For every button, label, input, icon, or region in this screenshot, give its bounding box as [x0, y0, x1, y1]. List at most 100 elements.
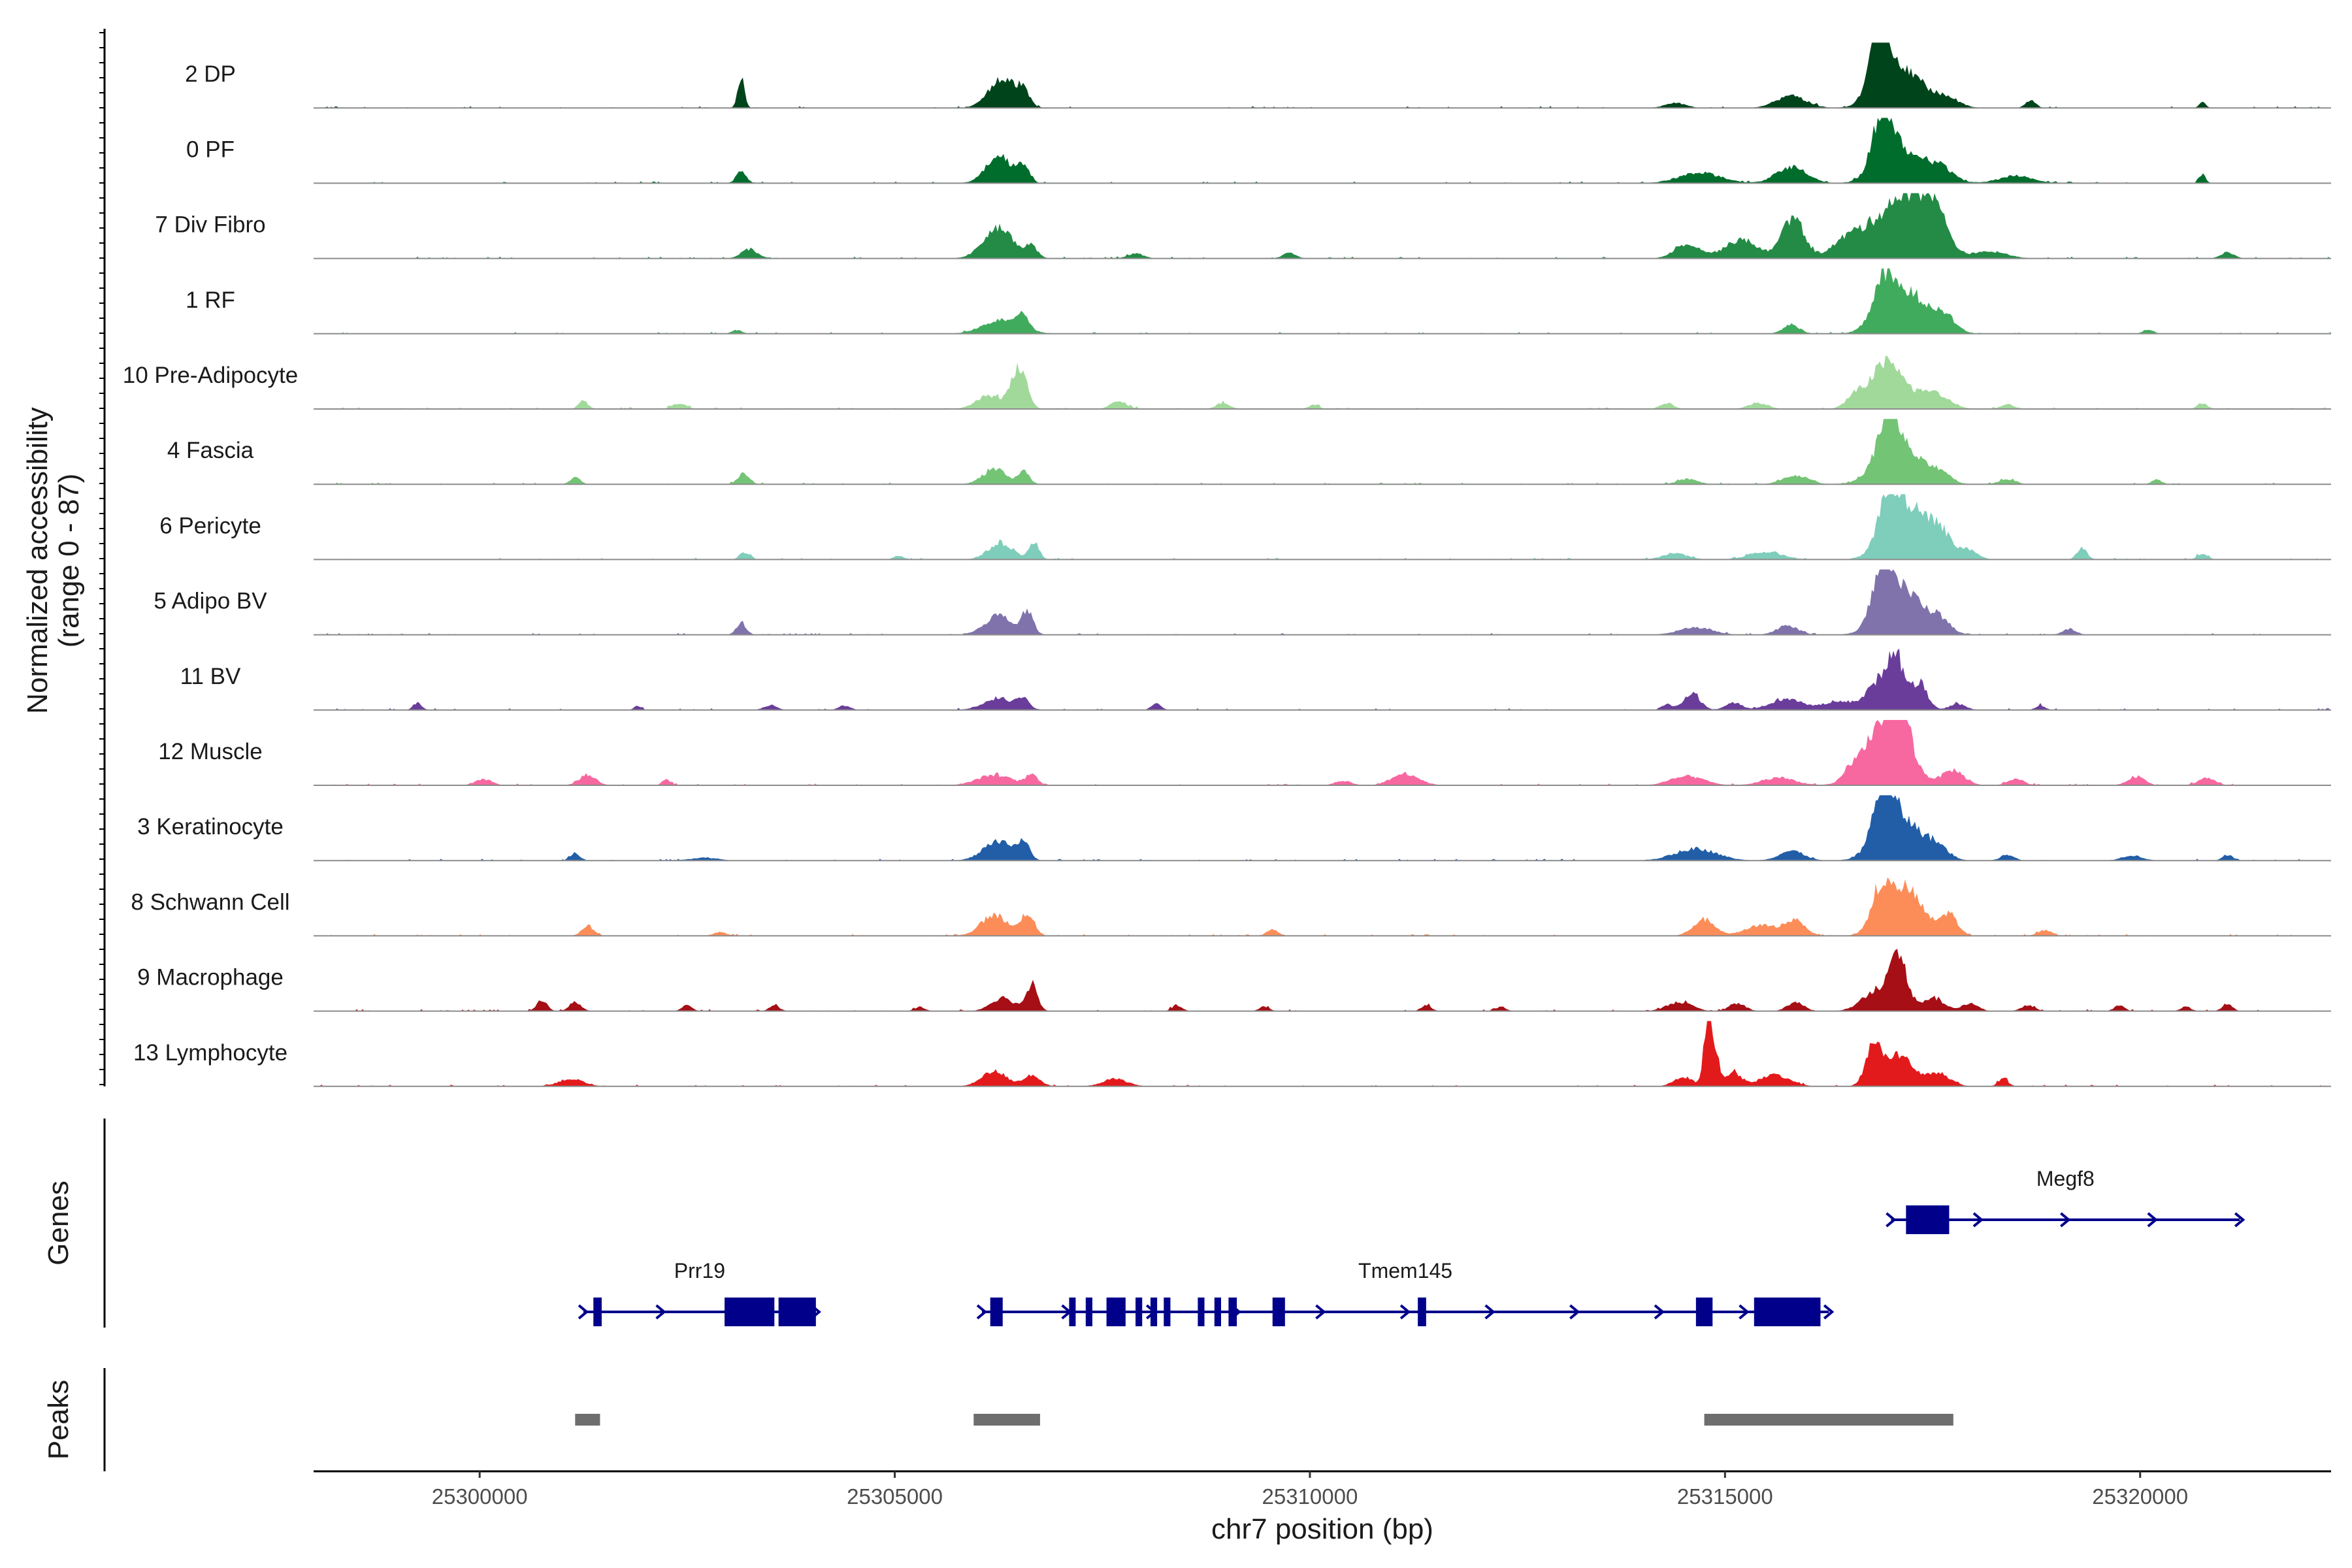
strand-arrow — [2147, 1212, 2158, 1228]
x-tick-label: 25300000 — [432, 1484, 528, 1509]
strand-arrow — [2234, 1212, 2246, 1228]
gene-label: Megf8 — [2036, 1167, 2095, 1190]
coverage-area — [314, 268, 2331, 334]
coverage-area — [314, 720, 2331, 785]
exon — [1272, 1298, 1285, 1326]
y-axis-title-line2: (range 0 - 87) — [53, 474, 85, 648]
y-axis-title-line1: Normalized accessibility — [22, 407, 54, 713]
coverage-area — [314, 42, 2331, 108]
coverage-area — [314, 494, 2331, 560]
x-axis-title: chr7 position (bp) — [1211, 1513, 1433, 1545]
track-label: 7 Div Fibro — [155, 212, 265, 238]
track-13-lymphocyte: 13 Lymphocyte — [133, 1021, 2331, 1087]
exon — [1418, 1298, 1426, 1326]
exon — [1069, 1298, 1076, 1326]
gene-tmem145: Tmem145 — [976, 1259, 1835, 1326]
gene-megf8: Megf8 — [1886, 1167, 2246, 1234]
strand-arrow — [1886, 1212, 1897, 1228]
peak-track — [575, 1414, 1953, 1426]
exon — [778, 1298, 816, 1326]
strand-arrow — [1484, 1304, 1495, 1320]
track-label: 9 Macrophage — [137, 965, 284, 990]
track-4-fascia: 4 Fascia — [167, 419, 2331, 485]
strand-arrow — [1739, 1304, 1750, 1320]
coverage-area — [314, 648, 2331, 710]
coverage-area — [314, 419, 2331, 485]
strand-arrow — [976, 1304, 988, 1320]
exon — [593, 1298, 602, 1326]
track-label: 2 DP — [185, 61, 236, 87]
genes-axis-title: Genes — [42, 1181, 74, 1266]
track-10-pre-adipocyte: 10 Pre-Adipocyte — [123, 355, 2331, 410]
peaks-axis-title: Peaks — [42, 1380, 74, 1460]
exon — [1906, 1205, 1950, 1234]
coverage-area — [314, 193, 2331, 259]
x-tick-label: 25315000 — [1677, 1484, 1773, 1509]
exon — [1164, 1298, 1171, 1326]
strand-arrow — [1399, 1304, 1411, 1320]
strand-arrow — [1569, 1304, 1580, 1320]
track-6-pericyte: 6 Pericyte — [159, 494, 2331, 561]
track-label: 13 Lymphocyte — [133, 1040, 287, 1066]
coverage-area — [314, 795, 2331, 861]
strand-arrow — [655, 1304, 666, 1320]
track-12-muscle: 12 Muscle — [158, 720, 2331, 786]
track-9-macrophage: 9 Macrophage — [137, 949, 2331, 1012]
coverage-tracks: 2 DP 0 PF 7 Div Fibro 1 RF 10 Pre-Adipocyte 4… — [123, 42, 2331, 1087]
strand-arrow — [1315, 1304, 1326, 1320]
x-tick-label: 25310000 — [1262, 1484, 1358, 1509]
track-7-div-fibro: 7 Div Fibro — [155, 193, 2331, 259]
track-label: 0 PF — [186, 137, 235, 162]
exon — [1085, 1298, 1092, 1326]
coverage-area — [314, 949, 2331, 1011]
track-label: 8 Schwann Cell — [131, 889, 289, 915]
peak-region — [973, 1414, 1040, 1426]
strand-arrow — [1654, 1304, 1665, 1320]
track-label: 10 Pre-Adipocyte — [123, 363, 298, 388]
track-label: 3 Keratinocyte — [137, 814, 284, 840]
strand-arrow — [578, 1304, 589, 1320]
coverage-area — [314, 1021, 2331, 1086]
x-tick-label: 25320000 — [2092, 1484, 2188, 1509]
peak-region — [1704, 1414, 1953, 1426]
exon — [1754, 1298, 1821, 1326]
track-2-dp: 2 DP — [185, 42, 2331, 109]
x-axis-ticks: 25300000 25305000 25310000 25315000 25320000 — [432, 1471, 2188, 1509]
track-label: 12 Muscle — [158, 739, 263, 764]
exon — [1214, 1298, 1221, 1326]
track-11-bv: 11 BV — [180, 648, 2331, 711]
coverage-area — [314, 877, 2331, 936]
track-0-pf: 0 PF — [186, 118, 2331, 184]
peak-region — [575, 1414, 600, 1426]
track-label: 6 Pericyte — [159, 513, 261, 538]
gene-annotation-track: Prr19 Tmem145 Megf8 — [578, 1167, 2246, 1326]
track-label: 1 RF — [186, 287, 235, 313]
exon — [1135, 1298, 1143, 1326]
strand-arrow — [1972, 1212, 1984, 1228]
coverage-area — [314, 355, 2331, 409]
track-label: 11 BV — [180, 664, 241, 689]
track-5-adipo-bv: 5 Adipo BV — [154, 569, 2331, 636]
gene-label: Prr19 — [674, 1259, 725, 1282]
exon — [725, 1298, 775, 1326]
y-axis — [99, 29, 106, 1086]
exon — [990, 1298, 1003, 1326]
x-tick-label: 25305000 — [847, 1484, 943, 1509]
track-3-keratinocyte: 3 Keratinocyte — [137, 795, 2331, 862]
coverage-area — [314, 569, 2331, 635]
strand-arrow — [2060, 1212, 2071, 1228]
coverage-area — [314, 118, 2331, 184]
exon — [1106, 1298, 1126, 1326]
exon — [1150, 1298, 1158, 1326]
strand-arrow — [1823, 1304, 1835, 1320]
track-1-rf: 1 RF — [186, 268, 2331, 335]
track-8-schwann-cell: 8 Schwann Cell — [131, 877, 2331, 937]
gene-prr19: Prr19 — [578, 1259, 821, 1326]
track-label: 4 Fascia — [167, 438, 254, 463]
gene-label: Tmem145 — [1358, 1259, 1452, 1282]
exon — [1695, 1298, 1713, 1326]
exon — [1228, 1298, 1237, 1326]
track-label: 5 Adipo BV — [154, 589, 267, 614]
exon — [1198, 1298, 1205, 1326]
